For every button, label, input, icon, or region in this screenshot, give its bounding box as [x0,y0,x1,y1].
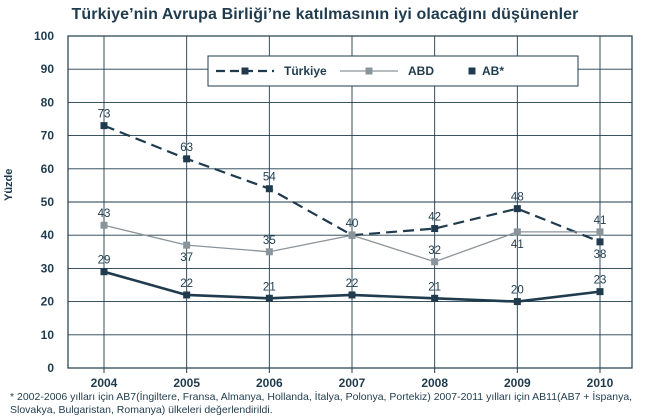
legend-label: AB* [482,64,504,78]
y-tick-label: 50 [41,195,55,209]
data-point [513,205,521,213]
legend-swatch-marker [241,67,249,75]
data-point [265,294,273,302]
y-tick-label: 90 [41,62,55,76]
data-label: 38 [594,249,607,261]
data-point [265,185,273,193]
chart-title: Türkiye’nin Avrupa Birliği’ne katılmasın… [71,6,579,23]
data-point [431,294,439,302]
y-tick-label: 30 [41,261,55,275]
data-label: 41 [511,239,524,251]
data-label: 41 [594,215,607,227]
data-label: 35 [263,235,276,247]
data-point [100,268,108,276]
data-point [265,248,273,256]
data-point [513,298,521,306]
data-point [431,258,439,266]
x-tick-label: 2010 [587,376,614,390]
legend-label: ABD [408,64,434,78]
data-point [431,225,439,233]
legend-swatch-marker [468,67,476,75]
data-point [513,228,521,236]
x-tick-label: 2005 [173,376,200,390]
data-label: 29 [98,255,111,267]
data-label: 37 [180,252,193,264]
data-label: 42 [428,212,441,224]
y-tick-label: 20 [41,295,55,309]
data-label: 20 [511,285,524,297]
data-point [348,231,356,239]
data-point [183,155,191,163]
data-label: 21 [263,281,276,293]
legend-label: Türkiye [284,64,327,78]
legend-swatch-marker [365,67,373,75]
x-tick-label: 2004 [91,376,118,390]
data-point [348,291,356,299]
data-label: 32 [428,245,441,257]
y-tick-label: 70 [41,129,55,143]
data-point [596,288,604,296]
data-label: 21 [428,281,441,293]
x-tick-label: 2008 [421,376,448,390]
data-label: 54 [263,172,276,184]
data-label: 40 [346,218,359,230]
data-label: 63 [180,142,193,154]
chart-footnote: * 2002-2006 yılları için AB7(İngiltere, … [10,391,633,416]
data-label: 48 [511,192,524,204]
data-label: 43 [98,208,111,220]
y-tick-label: 100 [34,29,54,43]
data-point [596,238,604,246]
data-label: 23 [594,275,607,287]
y-tick-label: 0 [47,361,54,375]
x-tick-label: 2009 [504,376,531,390]
data-point [100,122,108,130]
x-tick-label: 2006 [256,376,283,390]
y-tick-label: 80 [41,95,55,109]
data-point [183,241,191,249]
data-label: 22 [180,278,193,290]
x-tick-label: 2007 [339,376,366,390]
data-label: 73 [98,109,111,121]
data-label: 22 [346,278,359,290]
y-tick-label: 60 [41,162,55,176]
y-tick-label: 40 [41,228,55,242]
y-tick-label: 10 [41,328,55,342]
data-point [596,228,604,236]
data-point [100,221,108,229]
data-point [183,291,191,299]
